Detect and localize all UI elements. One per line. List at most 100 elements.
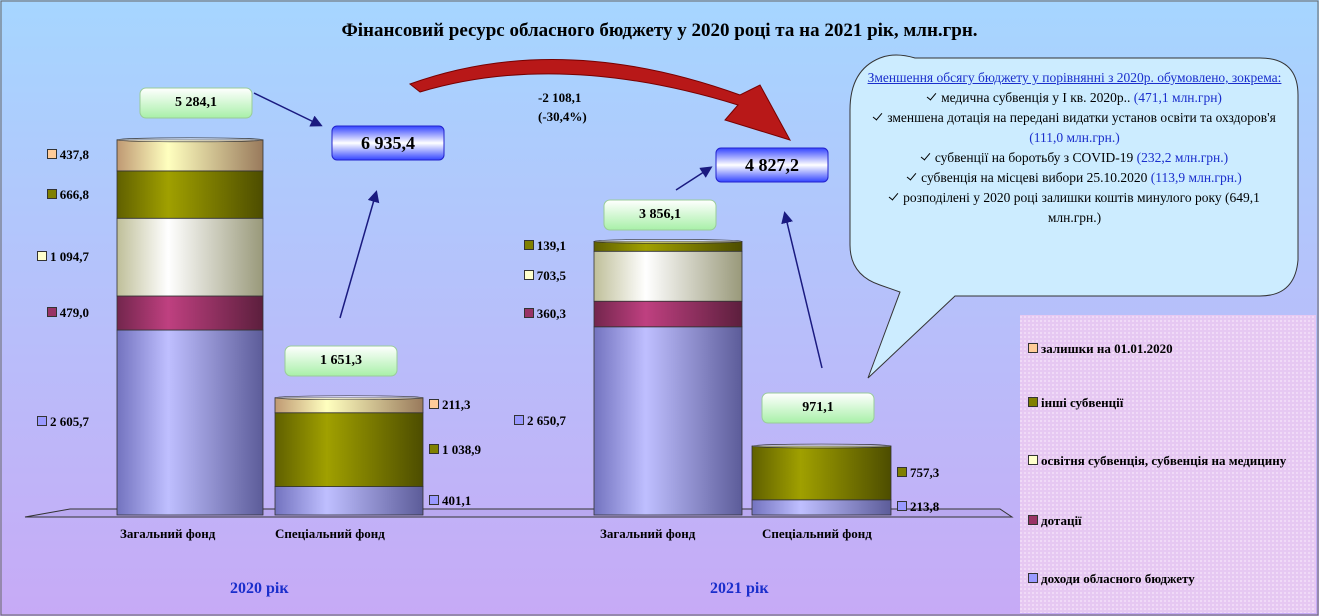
legend-swatch [46,188,57,199]
value-label: 2 650,7 [514,413,566,429]
bar-top [116,137,264,143]
legend-label: дотації [1041,513,1082,528]
value-label: 479,0 [46,304,89,321]
callout-note: (471,1 млн.грн) [1133,90,1222,105]
x-tick-label: Спеціальний фонд [762,526,872,541]
x-tick-label: Спеціальний фонд [275,526,385,541]
bar-top [274,395,424,401]
bar-segment [593,326,743,516]
change-arrow [408,59,792,141]
legend-swatch [37,416,47,427]
value-label: 211,3 [429,397,471,413]
x-tick-label: Загальний фонд [120,526,216,541]
total-box [139,87,253,119]
value-label-text: 437,8 [59,147,89,163]
total-box [284,345,398,377]
legend-label: освітня субвенція, субвенція на медицину [1041,453,1287,468]
callout-note: (111,0 млн.грн.) [1029,130,1120,145]
callout-item: розподілені у 2020 році залишки коштів м… [862,188,1287,228]
legend-swatch [1028,455,1038,465]
callout-item: медична субвенція у І кв. 2020р.. (471,1… [862,88,1287,108]
legend-swatch [429,399,439,410]
legend-swatch [1028,397,1038,407]
legend-swatch [514,414,524,425]
legend-swatch [523,240,534,251]
callout: Зменшення обсягу бюджету у порівнянні з … [862,68,1287,228]
bar-segment [116,217,264,297]
callout-item: зменшена дотація на передані видатки уст… [862,108,1287,148]
value-label-text: 360,3 [536,306,566,321]
total-box [603,199,717,231]
value-label: 703,5 [523,268,566,284]
legend-swatch [1028,515,1038,525]
legend-swatch [46,306,57,317]
bar-segment [116,295,264,331]
callout-item: субвенція на місцеві вибори 25.10.2020 (… [862,168,1287,188]
value-label: 757,3 [897,465,939,481]
legend-swatch [897,466,907,477]
bar-segment [593,240,743,252]
callout-text: зменшена дотація на передані видатки уст… [887,110,1276,125]
callout-note: (113,9 млн.грн.) [1150,170,1242,185]
legend-item: освітня субвенція, субвенція на медицину [1028,452,1308,470]
arrow [339,190,380,319]
bar-segment [116,170,264,219]
legend-label: доходи обласного бюджету [1041,571,1195,586]
total-box [761,392,875,424]
value-label-text: 139,1 [536,238,566,254]
legend-swatch [429,443,439,454]
legend-item: доходи обласного бюджету [1028,570,1308,588]
legend-label: залишки на 01.01.2020 [1041,341,1173,356]
bar-segment [274,412,424,487]
value-label-text: 2 650,7 [527,412,566,428]
legend-swatch [897,501,907,512]
legend-swatch [523,308,534,318]
bar-segment [751,499,892,516]
bar-top [751,443,892,449]
bar-segment [116,329,264,516]
callout-note: (649,1 млн.грн.) [1047,190,1260,225]
value-label: 401,1 [429,493,471,509]
total-label: 1 651,3 [320,353,362,368]
callout-text: субвенції на боротьбу з COVID-19 [934,150,1134,165]
value-label-text: 479,0 [59,304,89,320]
callout-item: субвенції на боротьбу з COVID-19 (232,2 … [862,148,1287,168]
bar-segment [116,139,264,172]
x-tick-label: Загальний фонд [600,526,696,541]
value-label: 1 038,9 [429,442,481,458]
total-label: 5 284,1 [175,95,217,110]
value-label: 213,8 [897,499,939,515]
legend-swatch [523,270,534,281]
legend-item: дотації [1028,512,1308,530]
value-label: 437,8 [46,147,89,163]
value-label: 666,8 [46,187,89,203]
bar-segment [751,445,892,501]
legend-swatch [1028,343,1038,353]
callout-title: Зменшення обсягу бюджету у порівнянні з … [867,70,1282,85]
callout-text: розподілені у 2020 році залишки коштів м… [903,190,1222,205]
bar-top [593,239,743,244]
value-label: 2 605,7 [37,414,89,430]
change-label: -2 108,1 [538,90,582,105]
check-icon [926,90,937,101]
callout-bubble [849,54,1299,379]
value-label: 139,1 [523,238,566,254]
legend-swatch [429,494,439,505]
group-total-label: 6 935,4 [361,133,415,153]
chart-title: Фінансовий ресурс обласного бюджету у 20… [341,20,978,41]
bar-segment [274,397,424,414]
change-percent: (-30,4%) [538,109,587,124]
value-label-text: 401,1 [442,492,472,508]
value-label-text: 703,5 [536,268,566,284]
check-icon [920,150,931,161]
legend-item: залишки на 01.01.2020 [1028,340,1308,358]
arrow [781,211,823,369]
value-label-text: 1 038,9 [442,441,481,457]
group-total-label: 4 827,2 [745,155,799,175]
check-icon [906,170,917,181]
value-label: 360,3 [523,306,566,322]
value-label-text: 1 094,7 [50,249,89,265]
value-label-text: 213,8 [910,499,940,515]
